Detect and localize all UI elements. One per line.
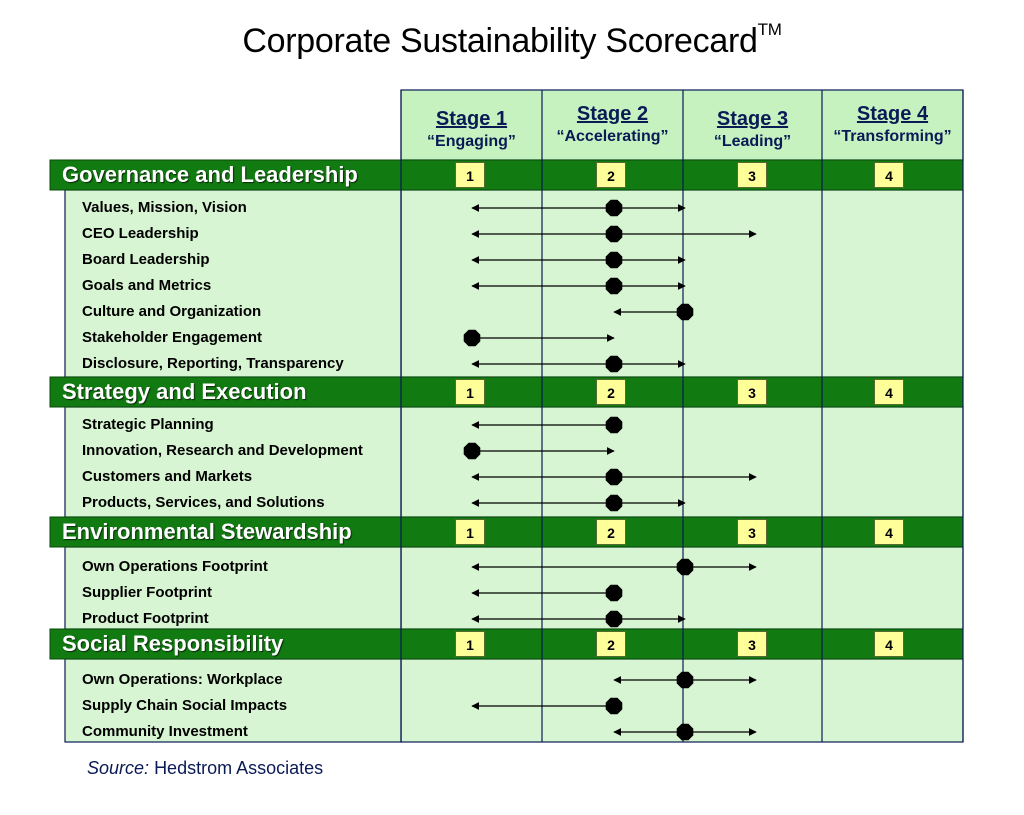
section-title: Environmental Stewardship	[62, 519, 352, 544]
stage-band	[400, 189, 964, 378]
criterion-label: Products, Services, and Solutions	[82, 494, 325, 511]
current-position-marker	[676, 671, 694, 689]
stage-number-box: 1	[455, 519, 485, 545]
label-band	[64, 546, 402, 630]
stage-header-3: Stage 3 “Leading”	[683, 108, 822, 151]
stage-number-box: 2	[596, 519, 626, 545]
stage-number-box: 4	[874, 631, 904, 657]
current-position-marker	[605, 355, 623, 373]
current-position-marker	[605, 199, 623, 217]
source-prefix: Source:	[87, 758, 150, 778]
criterion-label: Supply Chain Social Impacts	[82, 697, 288, 714]
current-position-marker	[605, 494, 623, 512]
stage-number-box: 2	[596, 379, 626, 405]
stage-name: “Accelerating”	[556, 128, 669, 145]
stage-number-box: 4	[874, 519, 904, 545]
source-name: Hedstrom Associates	[154, 758, 324, 778]
current-position-marker	[605, 416, 623, 434]
current-position-marker	[605, 584, 623, 602]
current-position-marker	[463, 442, 481, 460]
stage-number-box: 1	[455, 631, 485, 657]
section-bar	[49, 159, 964, 191]
section-bar	[49, 376, 964, 408]
stage-number-box: 3	[737, 379, 767, 405]
trademark-mark: TM	[757, 20, 782, 39]
criterion-label: Supplier Footprint	[82, 584, 212, 601]
title-text: Corporate Sustainability Scorecard	[242, 22, 758, 60]
stage-band	[400, 406, 964, 518]
current-position-marker	[463, 329, 481, 347]
stage-number-box: 2	[596, 631, 626, 657]
stage-number-box: 4	[874, 379, 904, 405]
stage-name: “Engaging”	[427, 133, 516, 150]
stage-label: Stage 3	[716, 108, 789, 130]
current-position-marker	[605, 697, 623, 715]
current-position-marker	[676, 558, 694, 576]
criterion-label: Community Investment	[82, 723, 248, 740]
current-position-marker	[605, 277, 623, 295]
current-position-marker	[605, 225, 623, 243]
stage-header-2: Stage 2 “Accelerating”	[542, 103, 683, 146]
criterion-label: Customers and Markets	[82, 468, 253, 485]
criterion-label: Own Operations: Workplace	[82, 671, 283, 688]
current-position-marker	[605, 468, 623, 486]
criterion-label: Disclosure, Reporting, Transparency	[82, 355, 344, 372]
source-note: Source: Hedstrom Associates	[87, 758, 323, 779]
criterion-label: Innovation, Research and Development	[82, 442, 363, 459]
current-position-marker	[676, 723, 694, 741]
stage-label: Stage 2	[576, 103, 649, 125]
section-bar	[49, 516, 964, 548]
stage-name: “Transforming”	[833, 128, 952, 145]
criterion-label: Board Leadership	[82, 251, 210, 268]
stage-label: Stage 4	[856, 103, 929, 125]
criterion-label: Goals and Metrics	[82, 277, 212, 294]
criterion-label: Strategic Planning	[82, 416, 214, 433]
current-position-marker	[605, 610, 623, 628]
criterion-label: Own Operations Footprint	[82, 558, 268, 575]
stage-number-box: 3	[737, 162, 767, 188]
criterion-label: Product Footprint	[82, 610, 209, 627]
stage-number-box: 3	[737, 631, 767, 657]
stage-header-4: Stage 4 “Transforming”	[822, 103, 963, 146]
section-title: Strategy and Execution	[62, 379, 307, 404]
stage-number-box: 1	[455, 162, 485, 188]
stage-number-box: 3	[737, 519, 767, 545]
criterion-label: CEO Leadership	[82, 225, 199, 242]
section-title: Social Responsibility	[62, 631, 284, 656]
stage-label: Stage 1	[435, 108, 508, 130]
stage-header-band	[400, 89, 964, 161]
stage-number-box: 1	[455, 379, 485, 405]
criterion-label: Culture and Organization	[82, 303, 262, 320]
stage-number-box: 2	[596, 162, 626, 188]
current-position-marker	[605, 251, 623, 269]
current-position-marker	[676, 303, 694, 321]
stage-number-box: 4	[874, 162, 904, 188]
criterion-label: Values, Mission, Vision	[82, 199, 247, 216]
label-band	[64, 189, 402, 378]
stage-name: “Leading”	[713, 133, 792, 150]
stage-header-1: Stage 1 “Engaging”	[401, 108, 542, 151]
page-title: Corporate Sustainability ScorecardTM	[0, 20, 1024, 61]
criterion-label: Stakeholder Engagement	[82, 329, 263, 346]
section-title: Governance and Leadership	[62, 162, 358, 187]
